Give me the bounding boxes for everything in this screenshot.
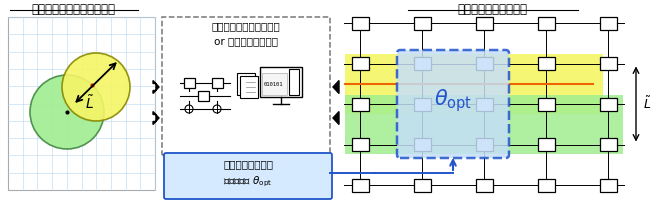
Text: 量子回路の設計の
ための計算 $\theta_{\rm opt}$: 量子回路の設計の ための計算 $\theta_{\rm opt}$ [223,159,273,189]
Bar [600,178,616,192]
Bar [352,57,368,70]
Bar [8,17,155,190]
Bar [413,178,431,192]
Bar [237,73,255,95]
Bar [600,138,616,151]
Bar [537,138,555,151]
Text: $\tilde{L}$: $\tilde{L}$ [643,96,652,112]
Bar [289,69,299,95]
Bar [537,57,555,70]
Bar [162,17,330,155]
Bar [413,138,431,151]
Circle shape [62,53,130,121]
Circle shape [30,75,104,149]
Bar [476,178,492,192]
Bar [537,97,555,111]
Bar [352,97,368,111]
Bar [413,17,431,29]
FancyArrow shape [153,80,159,94]
Bar [352,178,368,192]
Circle shape [185,105,193,113]
Bar [198,91,208,101]
Bar [476,17,492,29]
Circle shape [213,105,221,113]
Bar [240,76,258,98]
Bar [262,73,287,95]
Bar [600,17,616,29]
Bar [212,78,222,88]
FancyBboxPatch shape [397,50,509,158]
Bar [345,54,603,114]
FancyArrow shape [333,112,339,124]
FancyArrow shape [153,112,159,124]
Text: 010101: 010101 [264,81,283,86]
Text: $\theta_{\rm opt}$: $\theta_{\rm opt}$ [433,88,472,114]
Bar [600,57,616,70]
Text: 巨大量子系のダイナミクス: 巨大量子系のダイナミクス [31,3,115,16]
Bar [537,17,555,29]
Bar [260,67,302,97]
Text: 小規模量子コンピュータ
or 古典コンピュータ: 小規模量子コンピュータ or 古典コンピュータ [212,21,280,46]
Bar [345,95,623,154]
Bar [352,138,368,151]
Text: 設計する変分量子回路: 設計する変分量子回路 [457,3,527,16]
FancyBboxPatch shape [164,153,332,199]
Text: $\tilde{L}$: $\tilde{L}$ [85,94,94,112]
Bar [537,178,555,192]
Bar [476,97,492,111]
Bar [184,78,194,88]
FancyArrow shape [333,80,339,94]
Bar [600,97,616,111]
Bar [476,57,492,70]
Bar [352,17,368,29]
Bar [413,57,431,70]
Bar [476,138,492,151]
Bar [413,97,431,111]
